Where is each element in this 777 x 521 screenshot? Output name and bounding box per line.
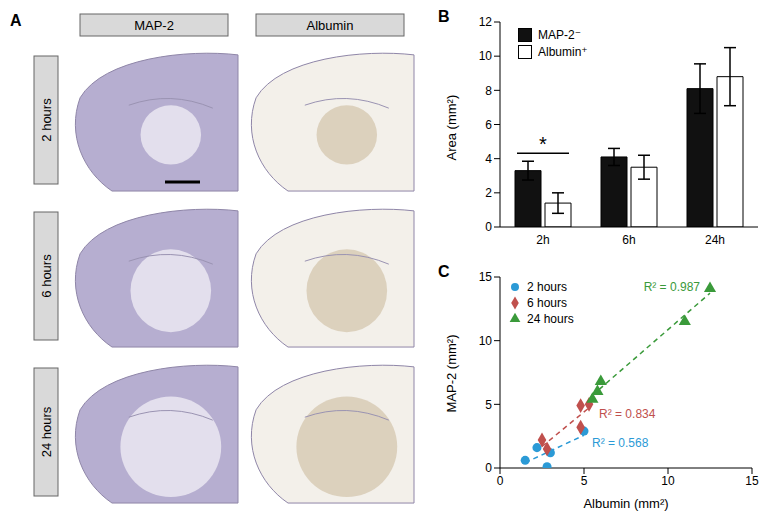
html-text:Albumin⁺: Albumin⁺ <box>538 44 588 59</box>
svg-text:12: 12 <box>479 15 493 29</box>
svg-text:0: 0 <box>497 474 504 488</box>
svg-text:R² = 0.568: R² = 0.568 <box>592 436 649 450</box>
svg-text:4: 4 <box>485 152 492 166</box>
html-text:MAP-2⁻: MAP-2⁻ <box>538 27 581 42</box>
svg-text:15: 15 <box>479 270 493 284</box>
svg-text:0: 0 <box>485 461 492 475</box>
svg-text:6h: 6h <box>622 233 635 247</box>
html-text:6 hours: 6 hours <box>527 296 567 310</box>
svg-text:R² = 0.987: R² = 0.987 <box>644 280 701 294</box>
svg-text:24h: 24h <box>705 233 725 247</box>
svg-text:10: 10 <box>479 49 493 63</box>
html-text:C: C <box>438 263 450 280</box>
svg-text:6: 6 <box>485 118 492 132</box>
svg-text:10: 10 <box>661 474 675 488</box>
svg-text:Albumin: Albumin <box>307 18 354 33</box>
svg-text:*: * <box>539 133 547 155</box>
svg-text:Albumin (mm²): Albumin (mm²) <box>583 496 668 511</box>
html-text:24 hours: 24 hours <box>527 312 574 326</box>
svg-text:2h: 2h <box>536 233 549 247</box>
svg-text:5: 5 <box>581 474 588 488</box>
svg-text:MAP-2 (mm²): MAP-2 (mm²) <box>444 335 459 413</box>
svg-text:A: A <box>10 12 22 29</box>
svg-text:10: 10 <box>479 334 493 348</box>
html-text:2 hours: 2 hours <box>527 280 567 294</box>
svg-text:R² = 0.834: R² = 0.834 <box>599 407 656 421</box>
svg-text:15: 15 <box>745 474 759 488</box>
svg-text:2 hours: 2 hours <box>39 98 54 142</box>
svg-text:24 hours: 24 hours <box>39 406 54 457</box>
svg-text:Area (mm²): Area (mm²) <box>444 95 459 161</box>
svg-text:0: 0 <box>485 220 492 234</box>
svg-text:2: 2 <box>485 186 492 200</box>
html-text:B: B <box>438 8 450 25</box>
svg-text:6 hours: 6 hours <box>39 254 54 298</box>
svg-text:MAP-2: MAP-2 <box>134 18 174 33</box>
svg-text:5: 5 <box>485 398 492 412</box>
svg-text:8: 8 <box>485 84 492 98</box>
